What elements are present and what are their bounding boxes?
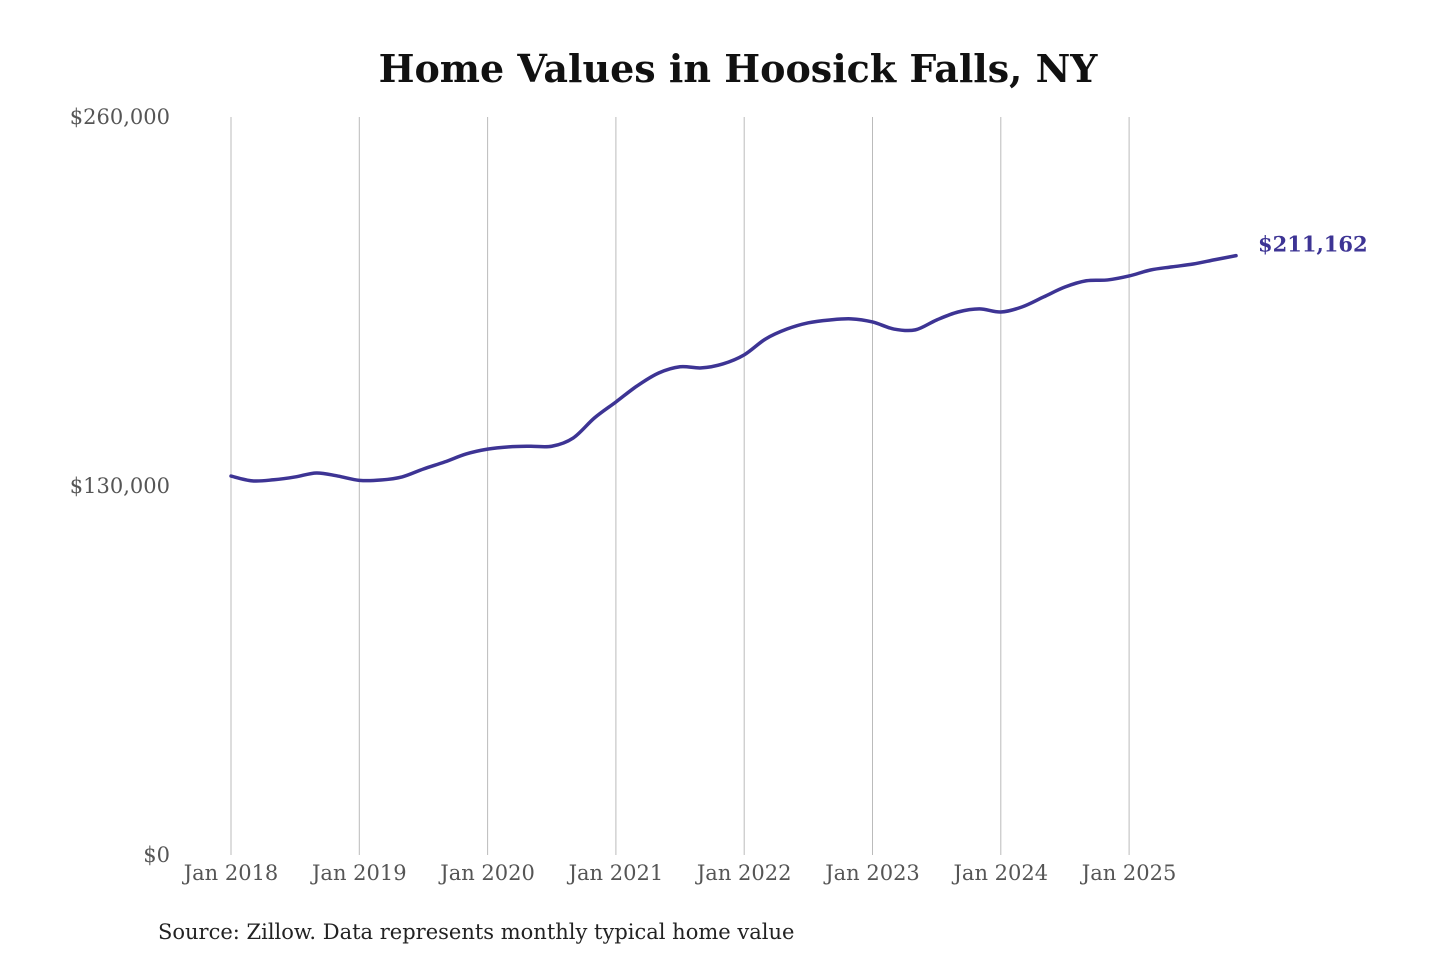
- chart-title: Home Values in Hoosick Falls, NY: [379, 46, 1099, 91]
- y-tick-label: $130,000: [70, 474, 170, 498]
- x-tick-label: Jan 2022: [695, 861, 792, 885]
- x-axis-ticks: Jan 2018 Jan 2019 Jan 2020 Jan 2021 Jan 2022…: [182, 861, 1177, 885]
- y-tick-label: $0: [143, 843, 170, 867]
- x-tick-label: Jan 2020: [438, 861, 535, 885]
- source-note: Source: Zillow. Data represents monthly …: [158, 920, 794, 944]
- x-tick-label: Jan 2021: [567, 861, 664, 885]
- x-tick-label: Jan 2023: [823, 861, 920, 885]
- series-line-home-value: [229, 253, 1238, 483]
- x-tick-label: Jan 2025: [1080, 861, 1177, 885]
- y-axis-ticks: $0 $130,000 $260,000: [70, 105, 170, 867]
- y-tick-label: $260,000: [70, 105, 170, 129]
- x-tick-label: Jan 2018: [182, 861, 279, 885]
- grid-lines: [230, 117, 1130, 855]
- x-tick-label: Jan 2024: [952, 861, 1049, 885]
- end-value-label: $211,162: [1258, 232, 1368, 257]
- x-tick-label: Jan 2019: [310, 861, 407, 885]
